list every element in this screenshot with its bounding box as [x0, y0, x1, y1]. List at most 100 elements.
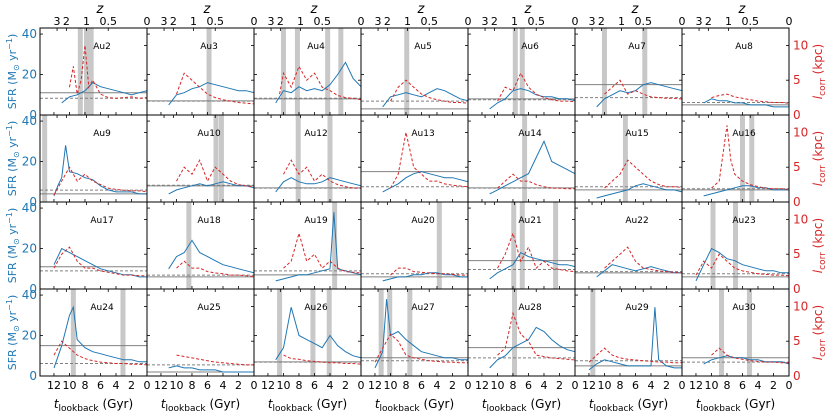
x-tick-label: 2: [556, 379, 563, 392]
panel-plot-area: [361, 132, 468, 193]
panel-plot-area: [361, 289, 468, 376]
merger-band: [622, 115, 628, 202]
z-tick-label: 0.5: [206, 15, 224, 28]
sfr-line: [703, 98, 789, 108]
x-tick-label: 4: [219, 379, 226, 392]
x-tick-label: 4: [326, 379, 333, 392]
panel-plot-area: [468, 202, 575, 289]
right-y-label-unit: (kpc): [811, 44, 825, 78]
panel-label: Au2: [93, 42, 111, 52]
left-y-tick-label: 20: [22, 155, 37, 169]
x-axis-label: tlookback (Gyr): [589, 397, 668, 414]
left-y-tick-label: 20: [22, 68, 37, 82]
panel-label: Au17: [90, 216, 113, 226]
panel-plot-area: [468, 289, 575, 376]
x-axis-label-subscript: lookback: [487, 404, 528, 414]
lcorr-line: [283, 231, 361, 274]
x-tick-label: 0: [144, 379, 151, 392]
left-y-tick-label: 40: [22, 201, 37, 215]
x-tick-label: 4: [647, 379, 654, 392]
x-tick-label: 6: [525, 379, 532, 392]
x-tick-label: 6: [311, 379, 318, 392]
right-y-tick-label: 0: [793, 369, 801, 383]
x-tick-label: 10: [490, 379, 504, 392]
panel-plot-area: [468, 28, 575, 115]
x-tick-label: 8: [295, 379, 302, 392]
panel-label: Au7: [628, 42, 646, 52]
right-y-label-symbol: l: [811, 269, 825, 273]
sfr-line: [61, 81, 147, 104]
right-y-tick-label: 0: [793, 195, 801, 209]
z-tick-label: 0.5: [313, 15, 331, 28]
merger-band: [332, 202, 338, 289]
lcorr-line: [604, 79, 682, 100]
panel-plot-area: [575, 289, 682, 376]
sfr-line: [489, 88, 575, 110]
panel-plot-area: [40, 246, 147, 278]
merger-band: [326, 289, 332, 376]
lcorr-line: [711, 125, 789, 190]
x-tick-label: 10: [62, 379, 76, 392]
right-y-tick-label: 10: [793, 125, 808, 139]
lcorr-line: [711, 93, 789, 104]
merger-band: [553, 202, 559, 289]
x-tick-label: 12: [261, 379, 275, 392]
panel-plot-area: [147, 115, 254, 202]
panel-au2: Au2 0 20 40 3 2 1 0.5 0: [22, 15, 151, 122]
z-tick-label: 1: [83, 15, 90, 28]
panel-au19: Au19: [253, 201, 362, 290]
lcorr-line: [374, 333, 468, 364]
sfr-line: [703, 355, 789, 365]
x-tick-label: 8: [188, 379, 195, 392]
top-axis-label: z: [631, 2, 640, 17]
panel-label: Au30: [732, 303, 756, 313]
x-axis-label: tlookback (Gyr): [482, 397, 561, 414]
merger-band: [739, 115, 745, 202]
lcorr-line: [53, 166, 147, 196]
x-tick-label: 0: [679, 379, 686, 392]
x-axis-label-unit: (Gyr): [527, 397, 562, 411]
panel-plot-area: [254, 115, 361, 202]
left-y-label-unit: yr: [6, 310, 19, 325]
x-tick-label: 10: [169, 379, 183, 392]
sfr-line: [275, 61, 361, 104]
left-y-tick-label: 40: [22, 288, 37, 302]
panel-label: Au28: [518, 303, 542, 313]
x-tick-label: 8: [81, 379, 88, 392]
lcorr-line: [604, 159, 682, 189]
panel-plot-area: [254, 289, 361, 376]
top-axis-label: z: [524, 2, 533, 17]
z-tick-label: 2: [384, 15, 391, 28]
sfr-line: [596, 183, 682, 199]
sfr-line: [588, 307, 682, 371]
x-tick-label: 10: [704, 379, 718, 392]
x-axis-label: tlookback (Gyr): [54, 397, 133, 414]
merger-band: [70, 289, 76, 376]
lcorr-line: [497, 231, 575, 273]
x-axis-label-unit: (Gyr): [313, 397, 348, 411]
panel-label: Au13: [411, 129, 434, 139]
merger-band: [642, 28, 648, 115]
top-axis-label: z: [738, 2, 747, 17]
left-y-label-text: SFR (M: [6, 71, 19, 109]
x-axis-label-unit: (Gyr): [741, 397, 776, 411]
left-y-label-text: SFR (M: [6, 332, 19, 370]
panel-au16: Au16 0 5 10: [681, 114, 808, 209]
lcorr-line: [695, 253, 789, 277]
panel-plot-area: [254, 28, 361, 115]
panel-label: Au19: [304, 216, 328, 226]
panel-label: Au8: [735, 42, 753, 52]
right-y-axis-label: lcorr (kpc): [811, 44, 828, 99]
merger-band: [120, 289, 126, 376]
panel-label: Au15: [625, 129, 648, 139]
left-y-label-exp: −1: [5, 38, 14, 50]
z-tick-label: 1: [404, 15, 411, 28]
panel-plot-area: [682, 93, 789, 108]
panel-plot-area: [682, 289, 789, 376]
x-axis-label-subscript: lookback: [594, 404, 635, 414]
panel-au3: Au3 3 2 1 0.5 0: [146, 15, 258, 116]
x-axis-label-subscript: lookback: [273, 404, 314, 414]
top-axis-label: z: [417, 2, 426, 17]
right-y-tick-label: 5: [793, 73, 801, 87]
